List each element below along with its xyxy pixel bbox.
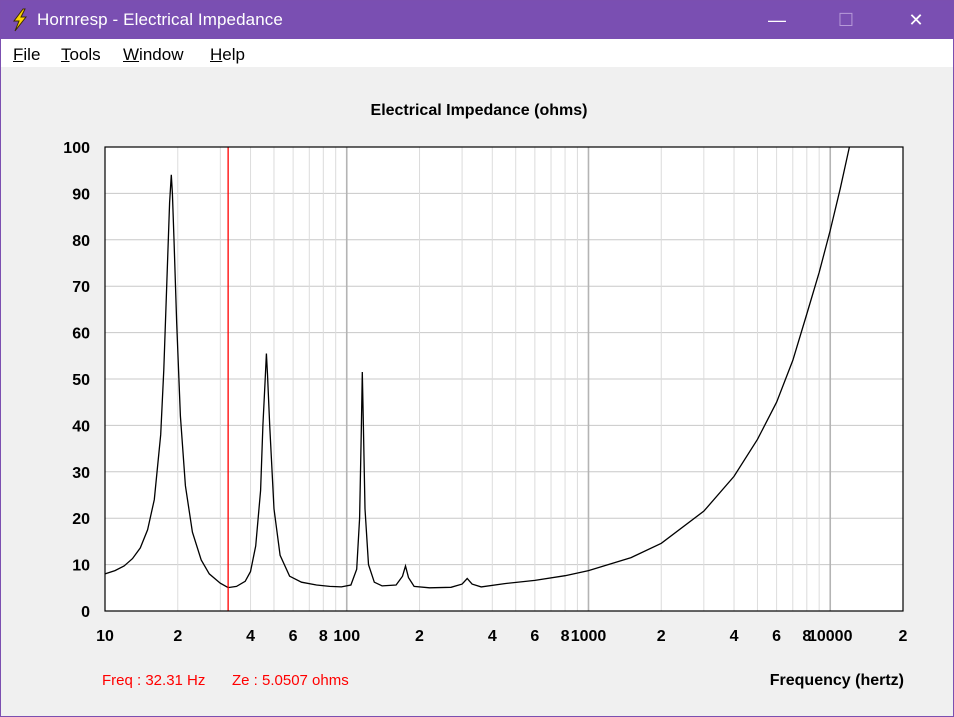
chart-panel[interactable]: Electrical Impedance (ohms) 0 10 20 30 40 50 6… (1, 67, 953, 716)
y-tick-label: 90 (72, 186, 90, 203)
y-tick-label: 60 (72, 326, 90, 343)
window-title: Hornresp - Electrical Impedance (37, 10, 283, 29)
title-bar[interactable]: Hornresp - Electrical Impedance — ☐ ✕ (1, 1, 953, 39)
y-tick-label: 50 (72, 372, 90, 389)
lightning-bolt-icon (13, 8, 28, 32)
x-tick-label: 6 (530, 628, 539, 645)
plot-frame (104, 146, 904, 612)
impedance-chart[interactable]: Electrical Impedance (ohms) 0 10 20 30 40 50 6… (1, 67, 953, 716)
ze-readout: Ze : 5.0507 ohms (232, 672, 349, 689)
x-tick-label: 100 (333, 628, 360, 645)
x-tick-label: 2 (415, 628, 424, 645)
y-tick-label: 80 (72, 233, 90, 250)
x-tick-label: 6 (772, 628, 781, 645)
x-tick-label: 8 (561, 628, 570, 645)
y-tick-label: 70 (72, 279, 90, 296)
minimize-button[interactable]: — (768, 10, 786, 30)
impedance-curve (104, 146, 851, 589)
menu-help[interactable]: Help (210, 45, 245, 64)
y-tick-label: 40 (72, 418, 90, 435)
x-tick-label: 10000 (808, 628, 853, 645)
x-tick-label: 2 (657, 628, 666, 645)
x-tick-label: 8 (319, 628, 328, 645)
menu-file[interactable]: File (13, 45, 41, 64)
x-tick-label: 10 (96, 628, 114, 645)
y-axis-ticks: 0 10 20 30 40 50 60 70 80 90 100 (63, 140, 90, 621)
grid-lines (105, 147, 903, 611)
x-tick-label: 2 (173, 628, 182, 645)
menu-tools[interactable]: Tools (61, 45, 101, 64)
menu-window[interactable]: Window (123, 45, 184, 64)
freq-readout: Freq : 32.31 Hz (102, 672, 205, 689)
chart-title: Electrical Impedance (ohms) (371, 102, 588, 119)
x-tick-label: 4 (246, 628, 255, 645)
maximize-button[interactable]: ☐ (837, 10, 855, 30)
x-tick-label: 4 (730, 628, 739, 645)
y-tick-label: 20 (72, 511, 90, 528)
y-tick-label: 30 (72, 465, 90, 482)
x-tick-label: 6 (289, 628, 298, 645)
menu-bar: File Tools Window Help (1, 39, 953, 67)
x-tick-label: 4 (488, 628, 497, 645)
x-tick-label: 2 (899, 628, 908, 645)
close-button[interactable]: ✕ (908, 10, 924, 30)
y-tick-label: 100 (63, 140, 90, 157)
x-tick-label: 8 (802, 628, 811, 645)
x-tick-label: 1000 (571, 628, 607, 645)
x-axis-label: Frequency (hertz) (770, 672, 904, 689)
y-tick-label: 0 (81, 604, 90, 621)
y-tick-label: 10 (72, 558, 90, 575)
